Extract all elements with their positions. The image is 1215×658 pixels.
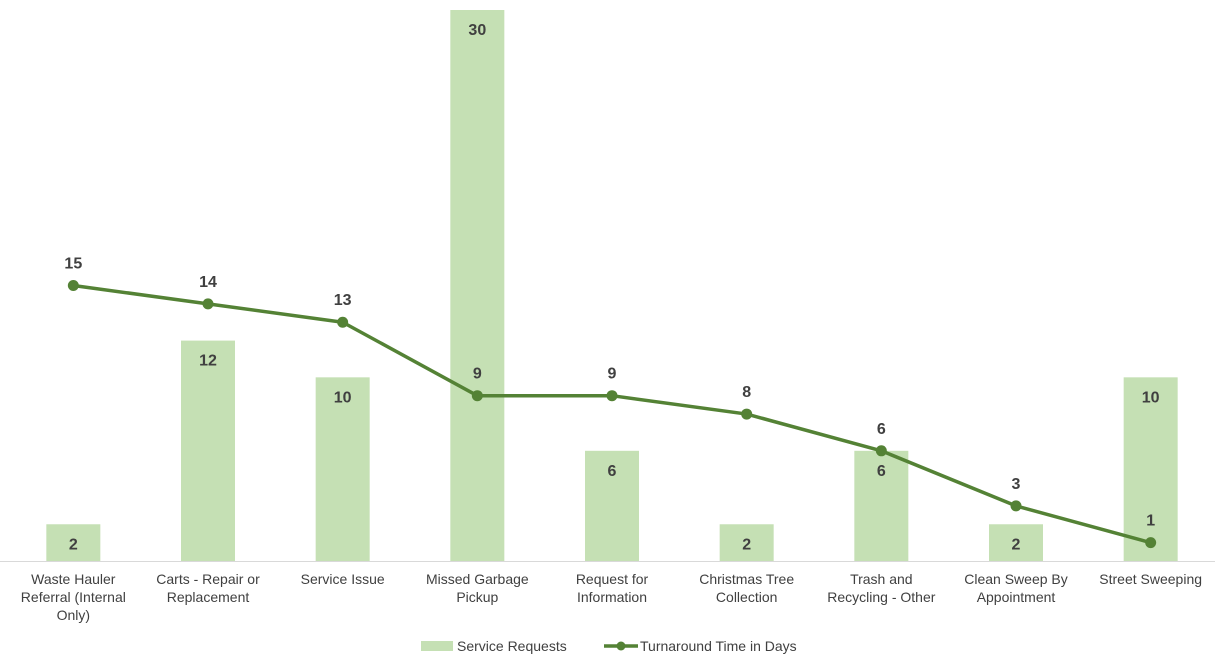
legend-marker-turnaround <box>616 641 626 651</box>
category-label: Clean Sweep By Appointment <box>964 571 1068 605</box>
bar-value-label: 2 <box>742 536 751 553</box>
line-point <box>67 280 79 291</box>
bar-value-label: 6 <box>608 463 617 480</box>
category-labels: Waste Hauler Referral (Internal Only) Carts… <box>21 571 1202 623</box>
line-point <box>471 390 483 402</box>
line-value-label: 1 <box>1146 513 1155 530</box>
line-point <box>1145 537 1157 549</box>
category-label: Trash and Recycling - Other <box>827 571 935 605</box>
bar-series <box>46 10 1178 561</box>
line-value-label: 9 <box>473 366 482 383</box>
category-label: Christmas Tree Collection <box>699 571 794 605</box>
line-value-label: 8 <box>742 384 751 401</box>
line-value-label: 9 <box>608 366 617 383</box>
category-label: Street Sweeping <box>1099 571 1202 587</box>
bar <box>450 10 505 561</box>
line-point <box>202 298 214 310</box>
bar-value-label: 12 <box>199 353 217 370</box>
legend-swatch-service-requests <box>421 641 453 651</box>
bar <box>989 524 1043 561</box>
category-label: Missed Garbage Pickup <box>426 571 529 605</box>
category-label: Request for Information <box>576 571 649 605</box>
line-point <box>741 408 753 420</box>
bar-value-label: 2 <box>69 536 78 553</box>
bar <box>315 377 370 561</box>
line-point <box>337 316 349 328</box>
bar-data-labels: 2 12 10 30 6 2 6 2 10 <box>69 22 1160 553</box>
bar-value-label: 6 <box>877 463 886 480</box>
line-value-label: 6 <box>877 421 886 438</box>
bar <box>585 450 639 561</box>
category-label: Carts - Repair or Replacement <box>156 571 260 605</box>
bar <box>181 340 235 561</box>
bar <box>1123 377 1178 561</box>
category-label: Waste Hauler Referral (Internal Only) <box>21 571 126 623</box>
bar-value-label: 30 <box>468 22 486 39</box>
bar-value-label: 10 <box>1142 389 1160 406</box>
category-label: Service Issue <box>301 571 385 587</box>
line-point <box>875 445 887 457</box>
line-point <box>1010 500 1022 512</box>
legend-label-turnaround: Turnaround Time in Days <box>640 638 797 654</box>
legend: Service Requests Turnaround Time in Days <box>421 638 797 654</box>
line-value-label: 15 <box>64 256 82 273</box>
line-point <box>606 390 618 402</box>
line-value-label: 3 <box>1012 476 1021 493</box>
line-series <box>67 280 1157 549</box>
bar-value-label: 2 <box>1012 536 1021 553</box>
line-data-labels: 15 14 13 9 9 8 6 3 1 <box>64 256 1155 530</box>
bar <box>719 524 774 561</box>
bar <box>854 450 909 561</box>
legend-label-service-requests: Service Requests <box>457 638 567 654</box>
line-value-label: 14 <box>199 274 217 291</box>
bar <box>46 524 101 561</box>
line-value-label: 13 <box>334 292 352 309</box>
bar-value-label: 10 <box>334 389 352 406</box>
